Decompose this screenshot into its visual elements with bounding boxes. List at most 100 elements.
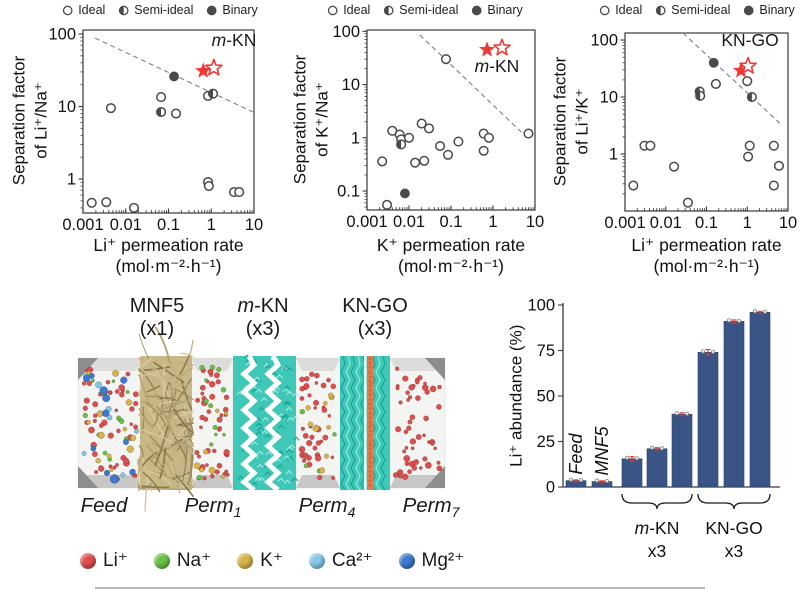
replicate-dot bbox=[660, 446, 665, 451]
data-point-ideal bbox=[743, 151, 754, 162]
kngo-stripe-dot bbox=[369, 457, 371, 459]
mnf5-fiber bbox=[154, 367, 173, 407]
mnf5-fiber bbox=[185, 339, 194, 367]
ion-dot-Na bbox=[208, 403, 214, 409]
ion-dot-Li bbox=[408, 384, 415, 391]
membrane-label-kngo: KN-GO (x3) bbox=[310, 295, 440, 341]
kngo-stripe-dot bbox=[369, 371, 371, 374]
group-brace bbox=[621, 493, 693, 510]
ion-dot-Li bbox=[403, 429, 409, 435]
open-circle-icon bbox=[62, 5, 73, 15]
ion-dot-Li bbox=[105, 379, 111, 385]
mnf5-fiber bbox=[179, 355, 190, 375]
y-tick-label: 1 bbox=[67, 171, 76, 189]
ion-dot-K bbox=[220, 474, 226, 479]
ion-dot-Li bbox=[208, 380, 216, 388]
ion-dot-Li bbox=[91, 451, 98, 458]
replicate-dot bbox=[625, 455, 630, 460]
ion-dot-Li bbox=[202, 476, 207, 481]
data-point-ideal bbox=[416, 118, 427, 129]
chamber-label-text: Perm bbox=[402, 494, 452, 517]
y-axis-label-line1: Separation factor bbox=[9, 55, 29, 186]
mkn-crystal-texture bbox=[251, 441, 258, 446]
ion-dot-K bbox=[223, 411, 229, 416]
legend-marker-half bbox=[119, 5, 124, 15]
data-point-ideal bbox=[669, 161, 680, 172]
chamber-corner-shadow bbox=[425, 358, 445, 380]
mkn-crystal-texture bbox=[291, 477, 299, 482]
ion-dot-Li bbox=[401, 473, 409, 480]
data-point-ideal bbox=[442, 149, 454, 160]
ion-dot-Li bbox=[300, 426, 306, 431]
ion-dot-Li bbox=[301, 458, 307, 463]
ion-dot-Mg bbox=[129, 468, 136, 476]
bar-y-tick-label: 75 bbox=[537, 342, 555, 360]
ion-dot-K bbox=[97, 431, 105, 439]
ion-dot-Li bbox=[424, 461, 432, 469]
mnf5-fiber bbox=[138, 333, 151, 362]
replicate-dot bbox=[650, 445, 655, 450]
legend-item-ideal: Ideal bbox=[62, 3, 105, 17]
mkn-crystal-texture bbox=[288, 444, 296, 449]
ion-dot-Li bbox=[92, 418, 97, 424]
x-tick-label: 0.01 bbox=[650, 214, 682, 232]
ion-dot-K bbox=[323, 453, 330, 459]
ion-dot-Li bbox=[405, 390, 410, 396]
kngo-stripe-dot bbox=[369, 461, 371, 464]
ion-dot-Li bbox=[118, 384, 125, 391]
ion-dot-Li bbox=[402, 375, 409, 382]
ion-dot-K bbox=[109, 467, 114, 472]
ion-dot-Li bbox=[133, 424, 139, 430]
ion-dot-Li bbox=[209, 373, 214, 378]
mnf5-fiber bbox=[184, 403, 190, 424]
ion-dot-Ca bbox=[133, 428, 139, 434]
ion-dot-Li bbox=[302, 432, 309, 439]
ion-dot-Li bbox=[395, 366, 400, 371]
bar-y-tick-label: 50 bbox=[537, 388, 555, 406]
membrane-annotation: m-KN bbox=[475, 56, 520, 76]
y-axis-label-line2: of Li⁺/K⁺ bbox=[572, 88, 591, 155]
ion-dot-Li bbox=[225, 472, 230, 477]
mkn-crystal-texture bbox=[292, 436, 300, 441]
replicate-dot bbox=[737, 318, 742, 323]
ion-dot-Mg bbox=[122, 438, 130, 446]
x-tick-label: 0.01 bbox=[110, 216, 142, 234]
mnf5-fiber bbox=[138, 428, 175, 445]
ion-dot-Li bbox=[213, 372, 220, 379]
plot-legend-li-k: Ideal Semi-ideal Binary bbox=[599, 3, 795, 17]
x-axis-unit-label: (mol·m⁻²·h⁻¹) bbox=[654, 256, 760, 276]
ion-dot-Li bbox=[92, 401, 99, 408]
legend-item-label: Binary bbox=[759, 3, 795, 17]
semi-circle-icon bbox=[118, 5, 129, 15]
mkn-crystal-texture bbox=[287, 416, 294, 422]
ion-dot-Li bbox=[303, 375, 310, 382]
x-tick-label: 0.001 bbox=[62, 216, 103, 234]
y-axis-label-abundance: Li⁺ abundance (%) bbox=[505, 286, 527, 506]
ion-dot-Li bbox=[302, 452, 309, 459]
kngo-stripe-dot bbox=[369, 470, 371, 473]
mnf5-fiber bbox=[184, 418, 194, 448]
ion-dot-Li bbox=[114, 389, 120, 394]
legend-item-ideal: Ideal bbox=[599, 3, 642, 17]
ion-color-dot-icon bbox=[153, 552, 170, 569]
data-point-ideal bbox=[234, 187, 245, 198]
mnf5-fiber bbox=[138, 367, 156, 391]
ion-legend-item: Na⁺ bbox=[153, 549, 211, 572]
group-sublabel: x3 bbox=[725, 541, 743, 561]
bar-group-3 bbox=[646, 448, 668, 488]
data-point-semi-ideal-half bbox=[396, 140, 402, 149]
bar-y-tick-label: 0 bbox=[546, 479, 555, 497]
mnf5-fiber bbox=[138, 413, 146, 424]
filled-circle-icon bbox=[472, 5, 482, 15]
ion-dot-Mg bbox=[90, 445, 97, 452]
ion-dot-Na bbox=[216, 366, 222, 373]
mkn-crystal-texture bbox=[253, 376, 261, 381]
ion-dot-Li bbox=[298, 445, 306, 453]
kngo-stripe-dot bbox=[369, 484, 371, 486]
ion-dot-Li bbox=[205, 463, 209, 467]
data-point-ideal bbox=[453, 136, 464, 147]
chamber-top-face bbox=[296, 358, 340, 371]
x-tick-label: 0.001 bbox=[604, 214, 645, 232]
ion-dot-Li bbox=[424, 389, 430, 395]
ion-legend-item: Mg²⁺ bbox=[398, 549, 464, 572]
